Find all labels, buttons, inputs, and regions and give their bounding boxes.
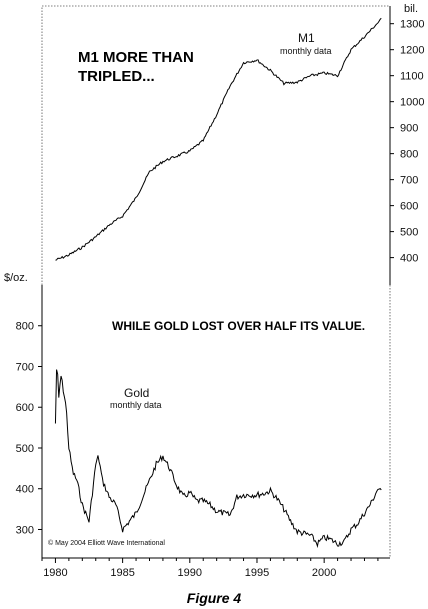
m1-y-tick-label: 900 — [400, 123, 418, 135]
x-ticks: 1980 1985 1990 1995 2000 — [41, 558, 379, 579]
gold-y-tick-label: 700 — [16, 361, 34, 373]
m1-headline-line2: TRIPLED... — [78, 68, 155, 85]
x-tick-label: 1995 — [245, 567, 269, 579]
m1-y-tick-label: 1300 — [400, 19, 424, 31]
x-tick-label: 1985 — [110, 567, 134, 579]
m1-unit-label: bil. — [404, 3, 418, 15]
copyright-note: © May 2004 Elliott Wave International — [48, 539, 165, 547]
gold-y-tick-label: 400 — [16, 484, 34, 496]
m1-y-tick-label: 1100 — [400, 71, 424, 83]
x-tick-label: 1990 — [178, 567, 202, 579]
gold-unit-label: $/oz. — [4, 272, 28, 284]
gold-y-tick-label: 800 — [16, 321, 34, 333]
m1-y-ticks: 400 500 600 700 800 900 1000 1100 1200 1300 — [390, 19, 424, 265]
m1-y-tick-label: 800 — [400, 149, 418, 161]
m1-y-tick-label: 400 — [400, 253, 418, 265]
gold-series-sublabel: monthly data — [110, 400, 162, 410]
gold-series-label: Gold — [124, 386, 149, 400]
x-tick-label: 1980 — [43, 567, 67, 579]
gold-y-ticks: 300 400 500 600 700 800 — [16, 321, 42, 536]
m1-series-sublabel: monthly data — [280, 46, 332, 56]
figure-caption: Figure 4 — [186, 590, 242, 606]
gold-series-line — [54, 369, 382, 549]
m1-y-tick-label: 700 — [400, 175, 418, 187]
m1-y-tick-label: 600 — [400, 201, 418, 213]
m1-series-label: M1 — [298, 31, 315, 45]
m1-y-tick-label: 500 — [400, 227, 418, 239]
gold-y-tick-label: 500 — [16, 443, 34, 455]
gold-y-tick-label: 300 — [16, 524, 34, 536]
m1-headline-line1: M1 MORE THAN — [78, 49, 194, 66]
m1-y-tick-label: 1000 — [400, 97, 424, 109]
m1-series-line — [55, 17, 382, 261]
x-tick-label: 2000 — [312, 567, 336, 579]
m1-y-tick-label: 1200 — [400, 45, 424, 57]
figure-chart: 400 500 600 700 800 900 1000 1100 1200 1300 300 40… — [4, 3, 424, 579]
gold-headline: WHILE GOLD LOST OVER HALF ITS VALUE. — [112, 319, 365, 333]
gold-y-tick-label: 600 — [16, 402, 34, 414]
